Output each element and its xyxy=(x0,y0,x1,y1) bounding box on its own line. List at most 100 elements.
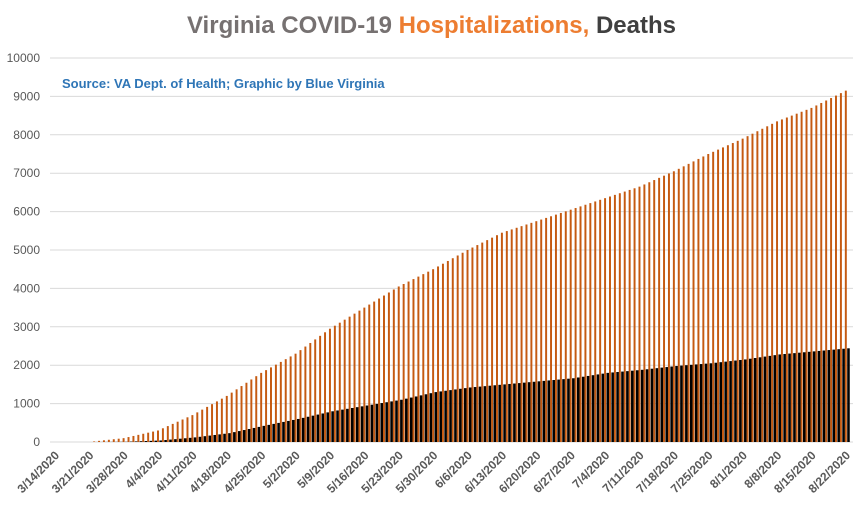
deaths-bar xyxy=(405,398,408,442)
hospitalizations-bar xyxy=(289,356,292,442)
hospitalizations-bar xyxy=(520,226,523,442)
hospitalizations-bar xyxy=(368,304,371,442)
hospitalizations-bar xyxy=(746,136,749,442)
deaths-bar xyxy=(346,408,349,442)
hospitalizations-bar xyxy=(132,435,135,442)
chart-title: Virginia COVID-19 Hospitalizations, Deat… xyxy=(0,12,863,40)
hospitalizations-bar xyxy=(147,432,150,442)
hospitalizations-bar xyxy=(481,242,484,442)
hospitalizations-bar xyxy=(780,119,783,442)
hospitalizations-bar xyxy=(383,295,385,442)
hospitalizations-bar xyxy=(535,221,538,442)
deaths-bar xyxy=(680,365,683,442)
deaths-bar xyxy=(341,409,344,442)
deaths-bar xyxy=(237,431,241,442)
deaths-bar xyxy=(685,365,688,442)
deaths-bar xyxy=(400,399,403,442)
deaths-bar xyxy=(247,428,251,442)
deaths-bar xyxy=(675,365,678,442)
hospitalizations-bar xyxy=(785,117,788,443)
deaths-bar xyxy=(655,368,659,442)
hospitalizations-bar xyxy=(604,198,607,442)
deaths-bar xyxy=(473,387,477,442)
hospitalizations-bar xyxy=(176,421,179,442)
deaths-bar xyxy=(223,433,226,442)
deaths-bar xyxy=(488,385,492,442)
deaths-bar xyxy=(709,363,713,442)
deaths-bar xyxy=(729,361,732,442)
hospitalizations-bar xyxy=(181,419,184,442)
deaths-bar xyxy=(331,411,334,442)
deaths-bar xyxy=(802,352,806,442)
deaths-bar xyxy=(277,422,280,442)
hospitalizations-bar xyxy=(756,131,759,442)
deaths-bar xyxy=(606,372,610,442)
deaths-bar xyxy=(744,359,747,442)
hospitalizations-bar xyxy=(412,279,415,442)
hospitalizations-bar xyxy=(839,93,842,442)
deaths-bar xyxy=(434,392,438,442)
hospitalizations-bar xyxy=(717,149,720,442)
deaths-bar xyxy=(193,437,197,442)
hospitalizations-bar xyxy=(682,166,685,443)
y-tick-label: 10000 xyxy=(7,51,41,65)
deaths-bar xyxy=(419,395,423,442)
deaths-bar xyxy=(576,377,580,442)
hospitalizations-bar xyxy=(392,289,395,442)
hospitalizations-bar xyxy=(245,382,248,442)
deaths-bar xyxy=(591,375,595,442)
hospitalizations-bar xyxy=(206,406,209,442)
hospitalizations-bar xyxy=(790,115,793,442)
hospitalizations-bar xyxy=(358,310,361,442)
deaths-bar xyxy=(837,349,840,442)
deaths-bar xyxy=(542,380,546,442)
deaths-bar xyxy=(788,353,791,442)
deaths-bar xyxy=(518,383,521,442)
hospitalizations-bar xyxy=(648,182,651,442)
hospitalizations-bar xyxy=(142,433,145,442)
hospitalizations-bar xyxy=(815,105,818,443)
deaths-bar xyxy=(203,436,207,442)
hospitalizations-bar xyxy=(731,143,734,442)
deaths-bar xyxy=(311,415,315,442)
hospitalizations-bar xyxy=(397,286,400,442)
hospitalizations-bar xyxy=(112,439,115,442)
deaths-bar xyxy=(689,364,693,442)
deaths-bar xyxy=(385,402,388,442)
deaths-bar xyxy=(301,417,305,442)
deaths-bar xyxy=(252,427,256,442)
hospitalizations-bar xyxy=(844,90,847,442)
hospitalizations-bar xyxy=(186,417,189,442)
deaths-bar xyxy=(758,357,762,442)
hospitalizations-bar xyxy=(574,208,577,442)
y-tick-label: 9000 xyxy=(13,89,40,103)
hospitalizations-bar xyxy=(618,193,621,442)
deaths-bar xyxy=(547,380,551,442)
hospitalizations-bar xyxy=(353,313,356,442)
deaths-bar xyxy=(429,393,433,442)
hospitalizations-bar xyxy=(771,123,774,442)
deaths-bar xyxy=(375,403,379,442)
hospitalizations-bar xyxy=(599,199,602,442)
deaths-bar xyxy=(778,354,781,442)
deaths-bar xyxy=(409,397,413,442)
hospitalizations-bar xyxy=(741,138,744,442)
deaths-bar xyxy=(621,371,624,442)
hospitalizations-bar xyxy=(569,209,572,442)
deaths-bar xyxy=(316,414,320,442)
deaths-bar xyxy=(179,438,182,442)
deaths-bar xyxy=(793,353,796,442)
deaths-bar xyxy=(459,388,462,442)
hospitalizations-bar xyxy=(722,147,724,442)
deaths-bar xyxy=(581,376,585,442)
hospitalizations-bar xyxy=(456,255,459,442)
deaths-bar xyxy=(134,441,138,442)
deaths-bar xyxy=(287,420,290,442)
hospitalizations-bar xyxy=(93,441,96,442)
hospitalizations-bar xyxy=(441,263,444,442)
deaths-bar xyxy=(763,356,767,442)
hospitalizations-bar xyxy=(102,440,105,442)
deaths-bar xyxy=(508,383,511,442)
hospitalizations-bar xyxy=(211,404,214,442)
deaths-bar xyxy=(586,375,590,442)
